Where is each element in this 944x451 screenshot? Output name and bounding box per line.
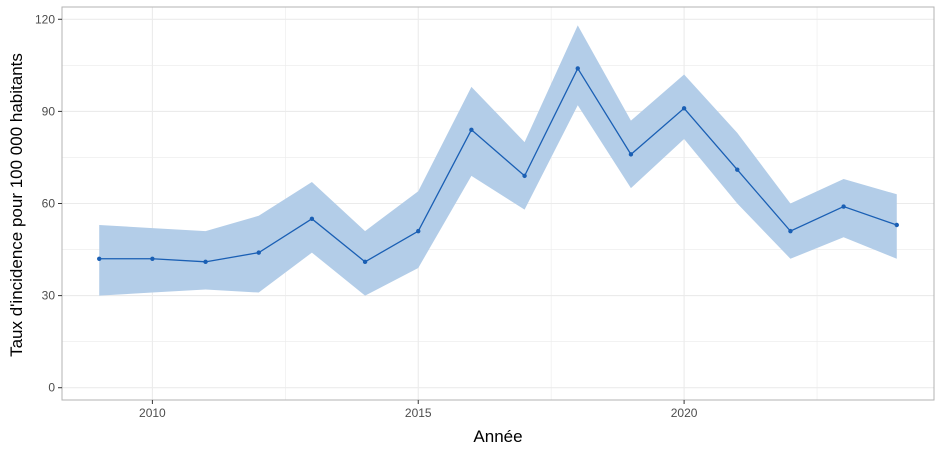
x-axis-ticks: 2010 2015 2020 [139,400,698,420]
x-tick-label: 2015 [405,406,432,420]
series-line [99,67,897,263]
x-axis-title: Année [473,427,522,446]
x-tick-label: 2020 [671,406,698,420]
data-point [681,106,687,111]
data-point [97,256,102,261]
data-point [416,228,421,234]
data-point [522,173,527,179]
data-point [203,259,208,265]
data-point [788,228,793,234]
confidence-ribbon [99,25,897,296]
y-axis-ticks: 0 30 60 90 120 [35,12,62,395]
data-point [309,216,315,222]
data-point [256,250,261,255]
data-point [575,66,580,71]
data-point [469,127,474,133]
data-point [362,259,368,265]
data-points [97,66,899,265]
data-point [150,256,155,261]
data-point [735,167,740,172]
y-tick-label: 90 [42,104,56,118]
y-tick-label: 60 [42,197,56,211]
data-point [894,222,899,228]
y-axis-title: Taux d'incidence pour 100 000 habitants [7,53,26,357]
data-point [628,152,634,157]
x-tick-label: 2010 [139,406,166,420]
y-tick-label: 120 [35,12,55,26]
y-tick-label: 0 [48,381,55,395]
data-point [841,204,846,209]
y-tick-label: 30 [42,289,56,303]
